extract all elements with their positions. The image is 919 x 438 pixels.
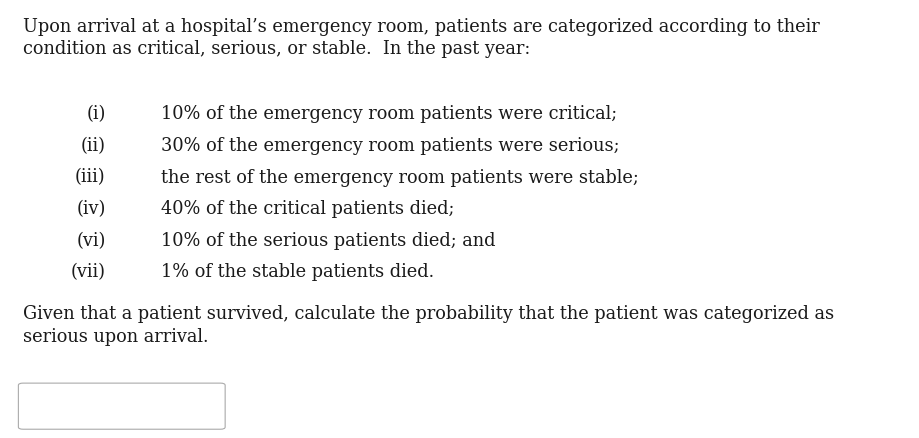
Text: 10% of the serious patients died; and: 10% of the serious patients died; and <box>161 231 495 249</box>
Text: (iv): (iv) <box>76 200 106 218</box>
Text: Given that a patient survived, calculate the probability that the patient was ca: Given that a patient survived, calculate… <box>23 304 834 345</box>
Text: (iii): (iii) <box>75 168 106 186</box>
Text: 10% of the emergency room patients were critical;: 10% of the emergency room patients were … <box>161 105 617 123</box>
FancyBboxPatch shape <box>18 383 225 429</box>
Text: Upon arrival at a hospital’s emergency room, patients are categorized according : Upon arrival at a hospital’s emergency r… <box>23 18 820 58</box>
Text: 30% of the emergency room patients were serious;: 30% of the emergency room patients were … <box>161 137 619 155</box>
Text: (ii): (ii) <box>81 137 106 155</box>
Text: (vii): (vii) <box>71 263 106 281</box>
Text: (i): (i) <box>86 105 106 123</box>
Text: 40% of the critical patients died;: 40% of the critical patients died; <box>161 200 454 218</box>
Text: (vi): (vi) <box>76 231 106 249</box>
Text: the rest of the emergency room patients were stable;: the rest of the emergency room patients … <box>161 168 639 186</box>
Text: 1% of the stable patients died.: 1% of the stable patients died. <box>161 263 434 281</box>
